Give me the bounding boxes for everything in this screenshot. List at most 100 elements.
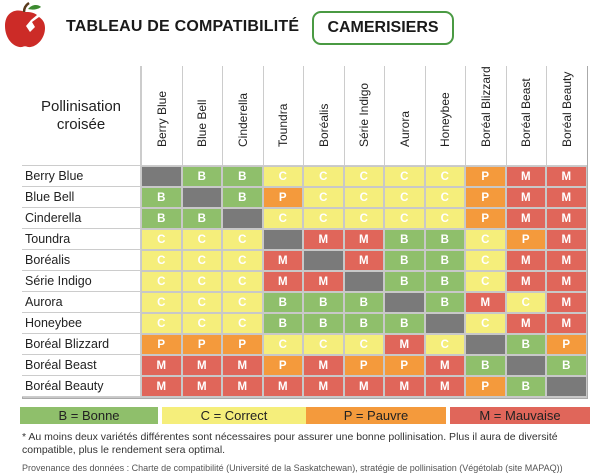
- column-header: Boréal Beauty: [546, 66, 587, 166]
- compat-cell: C: [182, 251, 221, 270]
- compat-cell: C: [182, 314, 221, 333]
- page-title: TABLEAU DE COMPATIBILITÉ: [66, 18, 300, 35]
- compat-cell: C: [182, 230, 221, 249]
- compat-cell: M: [506, 188, 545, 207]
- compat-cell: M: [547, 272, 586, 291]
- column-header-label: Boréalis: [316, 103, 331, 147]
- compat-cell: C: [425, 209, 464, 228]
- compat-cell: C: [425, 167, 464, 186]
- column-header-label: Blue Bell: [195, 99, 210, 147]
- compat-cell: M: [263, 272, 302, 291]
- compat-cell: P: [466, 167, 505, 186]
- compat-cell: M: [506, 251, 545, 270]
- compat-cell: B: [425, 230, 464, 249]
- legend-item: C = Correct: [162, 407, 306, 424]
- compat-cell: M: [223, 356, 262, 375]
- compat-cell: M: [547, 293, 586, 312]
- column-header: Berry Blue: [141, 66, 182, 166]
- compat-cell: P: [223, 335, 262, 354]
- compat-cell: B: [385, 230, 424, 249]
- self-cell: [304, 251, 343, 270]
- compat-cell: C: [223, 251, 262, 270]
- compat-cell: M: [506, 209, 545, 228]
- column-header-label: Cinderella: [235, 92, 250, 147]
- compat-cell: M: [547, 251, 586, 270]
- column-header-label: Aurora: [397, 110, 412, 147]
- compat-cell: M: [425, 356, 464, 375]
- compat-cell: C: [223, 314, 262, 333]
- compat-cell: B: [142, 209, 181, 228]
- column-header-label: Série Indigo: [357, 82, 372, 147]
- compat-cell: P: [263, 188, 302, 207]
- compat-cell: C: [344, 335, 383, 354]
- column-header: Toundra: [262, 66, 303, 166]
- legend-item: P = Pauvre: [306, 407, 446, 424]
- column-header-label: Boréal Beast: [519, 78, 534, 147]
- compat-cell: M: [547, 314, 586, 333]
- compat-cell: B: [385, 314, 424, 333]
- self-cell: [466, 335, 505, 354]
- compat-cell: M: [304, 230, 343, 249]
- compat-cell: C: [142, 293, 181, 312]
- category-badge: CAMERISIERS: [312, 11, 454, 45]
- footnote: * Au moins deux variétés différentes son…: [22, 431, 558, 456]
- column-header-label: Boréal Beauty: [559, 71, 574, 147]
- compat-cell: C: [142, 251, 181, 270]
- compat-cell: P: [385, 356, 424, 375]
- compat-cell: C: [385, 209, 424, 228]
- self-cell: [506, 356, 545, 375]
- compat-cell: C: [344, 167, 383, 186]
- data-source: Provenance des données : Charte de compa…: [22, 463, 563, 473]
- row-header: Boréal Beauty: [22, 376, 141, 397]
- compat-cell: P: [547, 335, 586, 354]
- compat-cell: P: [466, 188, 505, 207]
- compat-cell: M: [506, 314, 545, 333]
- compat-cell: C: [182, 293, 221, 312]
- compat-cell: P: [142, 335, 181, 354]
- compat-cell: C: [466, 230, 505, 249]
- column-header-label: Honeybee: [438, 92, 453, 147]
- compat-cell: M: [344, 230, 383, 249]
- compat-cell: C: [425, 335, 464, 354]
- compat-cell: C: [425, 188, 464, 207]
- compat-cell: P: [466, 377, 505, 396]
- compat-cell: B: [425, 272, 464, 291]
- row-header: Toundra: [22, 229, 141, 250]
- compat-cell: M: [547, 167, 586, 186]
- self-cell: [344, 272, 383, 291]
- compat-cell: C: [142, 272, 181, 291]
- compat-cell: M: [385, 377, 424, 396]
- column-header-label: Toundra: [276, 103, 291, 147]
- self-cell: [263, 230, 302, 249]
- compat-cell: P: [182, 335, 221, 354]
- compat-cell: C: [223, 293, 262, 312]
- compat-cell: B: [304, 314, 343, 333]
- row-header: Boréalis: [22, 250, 141, 271]
- self-cell: [385, 293, 424, 312]
- apple-logo-icon: [5, 2, 45, 48]
- compat-cell: M: [344, 251, 383, 270]
- compat-cell: B: [506, 377, 545, 396]
- compat-cell: M: [506, 167, 545, 186]
- compat-cell: M: [223, 377, 262, 396]
- compat-cell: C: [344, 188, 383, 207]
- legend-item: M = Mauvaise: [450, 407, 590, 424]
- compat-cell: C: [223, 230, 262, 249]
- row-header: Cinderella: [22, 208, 141, 229]
- compat-cell: M: [142, 377, 181, 396]
- compat-cell: M: [466, 293, 505, 312]
- self-cell: [223, 209, 262, 228]
- compat-cell: C: [385, 188, 424, 207]
- compat-cell: C: [506, 293, 545, 312]
- row-header: Aurora: [22, 292, 141, 313]
- column-header: Boréalis: [303, 66, 344, 166]
- self-cell: [142, 167, 181, 186]
- compat-cell: M: [263, 377, 302, 396]
- compat-cell: C: [142, 230, 181, 249]
- compat-cell: C: [466, 314, 505, 333]
- compat-cell: C: [466, 272, 505, 291]
- compat-cell: B: [182, 167, 221, 186]
- compat-cell: B: [425, 293, 464, 312]
- compat-cell: M: [304, 356, 343, 375]
- compat-cell: P: [506, 230, 545, 249]
